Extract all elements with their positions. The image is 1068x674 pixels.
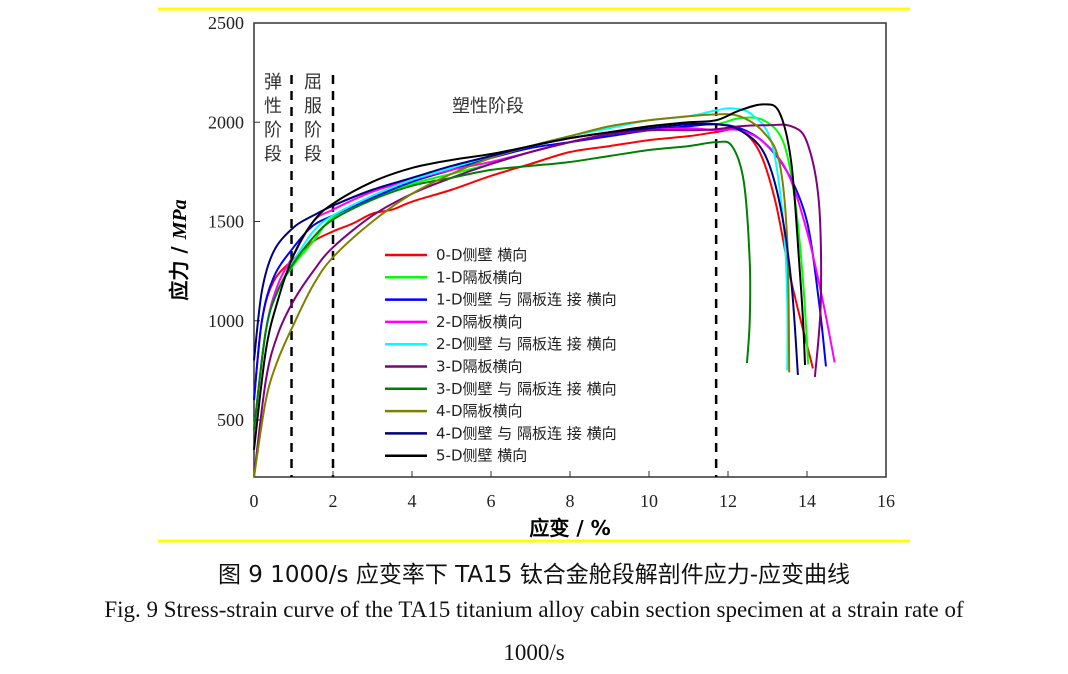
series-line-6 <box>253 140 752 431</box>
elastic-stage-label: 段 <box>264 144 282 165</box>
x-tick-label: 2 <box>329 491 338 511</box>
y-tick-label: 2500 <box>208 13 244 33</box>
legend-entry: 0-D侧壁 横向 <box>436 246 527 264</box>
legend-entry: 2-D侧壁 与 隔板连 接 横向 <box>436 335 617 353</box>
x-tick-label: 14 <box>798 491 816 511</box>
series-line-9 <box>253 103 807 450</box>
x-axis-label: 应变 / % <box>529 516 610 540</box>
x-tick-label: 6 <box>487 491 496 511</box>
legend-entry: 2-D隔板横向 <box>436 313 523 331</box>
y-tick-label: 1000 <box>208 311 244 331</box>
x-tick-label: 10 <box>640 491 658 511</box>
elastic-stage-label: 性 <box>264 96 282 117</box>
y-tick-label: 2000 <box>208 112 244 132</box>
legend-entry: 5-D侧壁 横向 <box>436 447 527 465</box>
x-tick-label: 0 <box>250 491 259 511</box>
caption-chinese: 图 9 1000/s 应变率下 TA15 钛合金舱段解剖件应力-应变曲线 <box>217 562 851 588</box>
legend-entry: 3-D隔板横向 <box>436 358 523 376</box>
legend-entry: 3-D侧壁 与 隔板连 接 横向 <box>436 380 617 398</box>
y-tick-label: 500 <box>217 410 244 430</box>
y-axis-label-prefix: 应力 / <box>167 239 191 300</box>
elastic-stage-label: 阶 <box>264 120 282 141</box>
yield-stage-label: 阶 <box>304 120 322 141</box>
x-tick-label: 4 <box>408 491 417 511</box>
elastic-stage-label: 弹 <box>264 72 282 93</box>
legend-entry: 1-D侧壁 与 隔板连 接 横向 <box>436 291 617 309</box>
y-tick-label: 1500 <box>208 212 244 232</box>
y-axis-label-unit: MPa <box>169 199 191 240</box>
caption-english-line2: 1000/s <box>503 640 565 665</box>
legend-entry: 1-D隔板横向 <box>436 268 523 286</box>
x-tick-label: 8 <box>566 491 575 511</box>
series-line-0 <box>253 127 814 401</box>
x-tick-label: 12 <box>719 491 737 511</box>
yield-stage-label: 屈 <box>304 72 322 93</box>
yield-stage-label: 服 <box>304 96 322 117</box>
legend-entry: 4-D隔板横向 <box>436 402 523 420</box>
plastic-stage-label: 塑性阶段 <box>452 96 524 117</box>
legend-entry: 4-D侧壁 与 隔板连 接 横向 <box>436 424 617 442</box>
series-line-5 <box>253 123 823 478</box>
x-tick-label: 16 <box>877 491 895 511</box>
caption-english-line1: Fig. 9 Stress-strain curve of the TA15 t… <box>104 597 964 622</box>
y-axis-label: 应力 / MPa <box>167 199 191 300</box>
yield-stage-label: 段 <box>304 144 322 165</box>
plot-area <box>253 22 887 478</box>
